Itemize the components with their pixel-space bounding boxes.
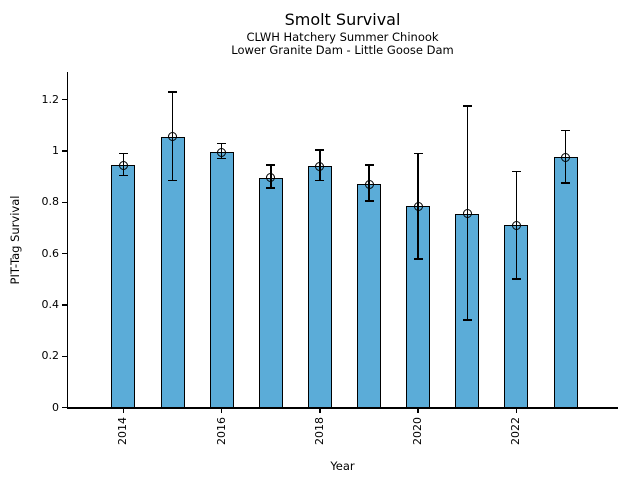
point-marker-2023 [561, 152, 571, 162]
error-cap-top-2014 [118, 152, 128, 155]
x-axis-label: Year [330, 459, 355, 473]
bar-2018 [307, 166, 332, 408]
error-cap-bottom-2019 [364, 200, 374, 202]
bar-2023 [553, 157, 578, 408]
chart-title: Smolt Survival [284, 10, 401, 29]
error-cap-bottom-2022 [511, 278, 521, 281]
bar-2014 [111, 165, 136, 408]
error-cap-top-2017 [266, 164, 276, 166]
y-axis-spine [66, 71, 69, 409]
chart-subtitle-line2: Lower Granite Dam - Little Goose Dam [231, 42, 454, 57]
error-cap-bottom-2018 [315, 179, 325, 182]
point-marker-2022 [511, 220, 521, 230]
x-tick-mark [319, 408, 321, 414]
error-cap-bottom-2015 [168, 179, 178, 182]
x-axis-spine [66, 407, 618, 409]
error-cap-top-2023 [561, 129, 571, 132]
point-marker-2021 [462, 209, 472, 219]
point-marker-2014 [118, 160, 128, 170]
error-cap-top-2022 [511, 170, 521, 173]
error-cap-top-2018 [315, 148, 325, 151]
x-tick-label: 2014 [116, 417, 130, 445]
point-marker-2018 [315, 161, 325, 171]
y-tick-label: 0.6 [41, 246, 60, 260]
error-cap-bottom-2014 [118, 174, 128, 177]
y-tick-label: 0.2 [41, 349, 60, 363]
x-tick-label: 2020 [411, 417, 425, 445]
point-marker-2015 [168, 132, 178, 142]
x-tick-mark [417, 408, 419, 414]
error-cap-top-2021 [462, 105, 472, 107]
y-tick-mark [62, 304, 67, 306]
y-tick-label: 0 [52, 400, 59, 414]
y-tick-label: 1.2 [41, 92, 60, 106]
y-tick-label: 1 [52, 144, 59, 157]
error-cap-top-2016 [217, 142, 227, 145]
error-cap-top-2020 [413, 152, 423, 155]
y-tick-mark [62, 99, 67, 101]
y-tick-mark [62, 406, 67, 409]
chart-subtitle-line1: CLWH Hatchery Summer Chinook [246, 30, 439, 44]
bar-2019 [357, 184, 382, 408]
point-marker-2017 [266, 173, 276, 183]
error-cap-top-2015 [168, 91, 178, 93]
x-tick-label: 2016 [214, 417, 228, 445]
error-cap-bottom-2017 [266, 187, 276, 189]
bar-2015 [160, 136, 185, 408]
y-tick-label: 0.8 [41, 195, 60, 209]
point-marker-2019 [364, 179, 374, 189]
x-tick-label: 2018 [312, 417, 326, 445]
x-tick-label: 2022 [509, 417, 523, 445]
point-marker-2020 [413, 201, 423, 211]
y-tick-mark [62, 355, 67, 357]
bar-2017 [258, 177, 283, 408]
y-tick-mark [62, 201, 67, 203]
error-cap-bottom-2021 [462, 319, 472, 322]
y-axis-label: PIT-Tag Survival [8, 195, 22, 285]
point-marker-2016 [217, 147, 227, 157]
y-tick-label: 0.4 [41, 297, 60, 311]
bar-2016 [209, 152, 234, 408]
x-tick-mark [220, 408, 223, 414]
x-tick-mark [122, 408, 125, 414]
y-tick-mark [62, 150, 67, 152]
y-tick-mark [62, 252, 67, 255]
error-cap-top-2019 [364, 164, 374, 166]
error-cap-bottom-2016 [217, 157, 227, 160]
error-cap-bottom-2020 [413, 257, 423, 260]
error-cap-bottom-2023 [561, 182, 571, 184]
x-tick-mark [515, 408, 518, 414]
